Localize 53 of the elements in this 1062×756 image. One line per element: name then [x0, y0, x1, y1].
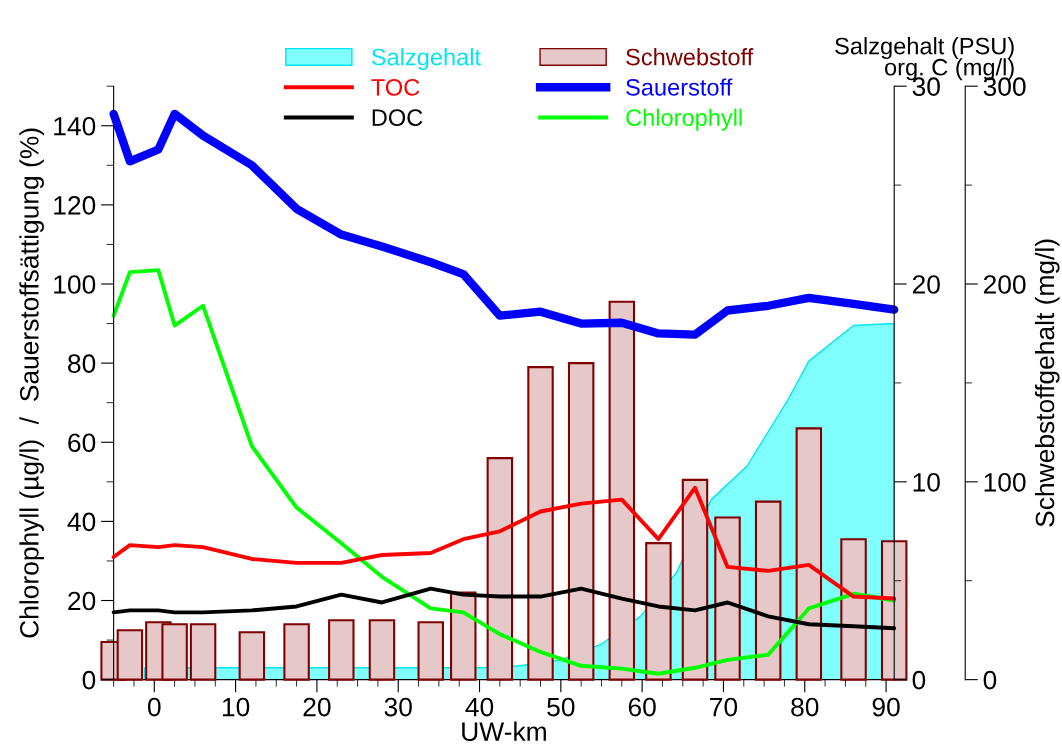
bar: [681, 478, 709, 681]
bar: [608, 300, 636, 681]
x-tick-label: 90: [872, 697, 900, 717]
bar: [238, 631, 266, 681]
y3-tick-label: 100: [984, 472, 1026, 492]
bar: [795, 427, 823, 681]
legend-label: Sauerstoff: [626, 78, 733, 96]
y-tick-label: 0: [82, 670, 96, 690]
y2-tick-label: 20: [912, 275, 940, 294]
bar: [880, 540, 908, 681]
y-tick-label: 20: [68, 591, 96, 611]
x-tick-label: 30: [384, 697, 412, 717]
x-axis-title: UW-km: [462, 721, 546, 741]
legend-label: Chlorophyll: [626, 108, 742, 131]
y-tick-label: 60: [68, 433, 96, 453]
y3-tick-label: 0: [983, 670, 997, 690]
bar: [417, 621, 444, 681]
bar: [754, 500, 782, 681]
x-tick-label: 60: [628, 697, 656, 717]
bar: [368, 619, 396, 681]
legend-label: DOC: [372, 109, 423, 126]
x-tick-label: 80: [791, 697, 819, 717]
bar: [645, 542, 672, 681]
x-tick-label: 70: [710, 697, 738, 717]
legend-label: Schwebstoff: [626, 48, 754, 66]
bar: [450, 591, 477, 681]
line-series: [111, 268, 897, 676]
bar: [840, 538, 867, 681]
x-tick-label: 0: [147, 697, 161, 717]
bar: [328, 619, 355, 681]
y-tick-label: 40: [67, 512, 96, 532]
y3-tick-label: 200: [983, 275, 1026, 294]
legend-label: TOC: [371, 78, 420, 96]
y-tick-label: 120: [54, 196, 96, 215]
y-tick-label: 100: [54, 275, 96, 294]
bar: [283, 623, 310, 681]
y3-axis-title: Schwebstoffgehalt (mg/l): [1034, 239, 1060, 527]
y-tick-label: 140: [54, 116, 96, 136]
x-tick-label: 10: [222, 697, 250, 717]
bar: [714, 516, 741, 681]
bar: [189, 623, 217, 681]
y2-tick-label: 10: [913, 472, 940, 492]
y-tick-label: 80: [68, 354, 96, 373]
x-tick-label: 50: [547, 697, 575, 717]
x-tick-label: 40: [465, 697, 494, 717]
bar: [527, 366, 554, 681]
y2-tick-label: 0: [912, 670, 926, 690]
x-tick-label: 20: [303, 697, 331, 717]
bar: [486, 457, 514, 681]
legend-label: Salzgehalt: [371, 48, 481, 71]
bar: [567, 362, 595, 681]
line-series: [111, 485, 897, 601]
y-axis-title: Chlorophyll (µg/l) / Sauerstoffsättigung (%): [19, 128, 44, 638]
